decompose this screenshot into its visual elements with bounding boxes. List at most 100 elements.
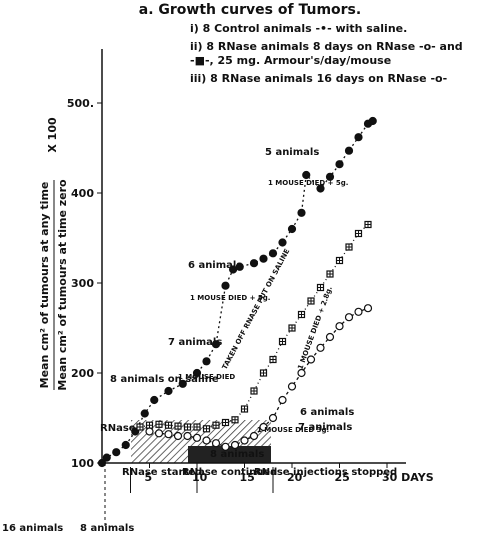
annotation: 1 MOUSE DIED + 2.8g. — [296, 285, 334, 370]
data-point — [316, 343, 325, 352]
data-point — [335, 160, 344, 169]
data-point — [368, 116, 377, 126]
annotation: 1 MOUSE DIED — [178, 373, 235, 381]
data-point — [150, 395, 159, 405]
data-point — [325, 332, 335, 342]
data-point — [221, 442, 230, 451]
data-point — [211, 439, 221, 448]
data-point — [212, 421, 220, 429]
annotation: 7 animals — [168, 337, 222, 348]
data-point — [183, 431, 192, 441]
data-point — [174, 422, 182, 430]
data-point — [202, 357, 211, 366]
data-point — [221, 418, 230, 427]
legend-entry: i) 8 Control animals -•- with saline. — [190, 22, 408, 35]
chart-title: a. Growth curves of Tumors. — [139, 2, 361, 18]
marker-cross — [203, 425, 210, 432]
data-point — [202, 425, 211, 433]
data-point — [112, 448, 121, 457]
data-point — [140, 409, 149, 418]
annotation: RNase injections stopped — [254, 467, 397, 478]
data-point — [364, 220, 372, 229]
marker-cross — [355, 230, 362, 237]
x-tick-label: 30 DAYS — [382, 471, 434, 484]
marker-cross — [241, 406, 248, 412]
marker-cross — [165, 422, 172, 429]
annotation: RNase continued — [182, 467, 277, 478]
y-tick-label: 200 — [71, 367, 94, 380]
annotation: 1 MOUSE DIED 3g. — [257, 426, 329, 434]
annotation: 8 animals on saline — [110, 374, 219, 385]
x-tick-label: 20 — [287, 471, 303, 484]
data-point — [306, 355, 316, 364]
y-tick-label: 100 — [71, 457, 94, 470]
data-point — [316, 184, 325, 193]
data-point — [287, 382, 297, 391]
annotation: 6 animals — [188, 260, 242, 271]
y-tick-label: 400 — [71, 187, 94, 200]
annotation: 8 animals — [210, 449, 264, 460]
data-point — [354, 133, 363, 142]
marker-cross — [213, 422, 219, 429]
marker-cross — [222, 419, 229, 426]
annotation: 8 animals — [80, 523, 134, 534]
marker-cross — [298, 311, 305, 318]
data-point — [335, 322, 344, 331]
data-point — [297, 368, 306, 378]
data-point — [278, 238, 287, 247]
data-point — [164, 386, 173, 396]
data-point — [240, 405, 249, 413]
data-point — [164, 430, 173, 439]
data-point — [354, 307, 363, 316]
data-point — [240, 436, 249, 445]
y-label-line: X 100 — [46, 117, 59, 153]
annotation: 5 animals — [265, 147, 319, 158]
marker-cross — [289, 325, 295, 331]
data-point — [259, 254, 268, 263]
marker-cross — [156, 421, 162, 428]
data-point — [278, 337, 287, 346]
data-point — [102, 453, 111, 462]
data-point — [269, 355, 277, 364]
marker-cross — [251, 388, 257, 394]
annotation: 16 animals — [2, 523, 63, 534]
marker-cross — [184, 424, 191, 430]
x-tick-label: 25 — [335, 471, 350, 484]
data-point — [164, 421, 173, 429]
data-point — [249, 431, 259, 441]
marker-cross — [146, 422, 153, 429]
data-point — [344, 146, 354, 155]
data-point — [268, 249, 278, 258]
marker-cross — [327, 271, 333, 277]
data-point — [297, 310, 306, 319]
rnase-continued-period — [188, 446, 271, 463]
data-point — [297, 208, 306, 217]
y-label-line: Mean cm² of tumours at any time — [38, 182, 51, 389]
data-point — [202, 436, 211, 445]
marker-cross — [232, 416, 238, 423]
data-point — [278, 395, 287, 405]
data-point — [288, 324, 296, 332]
x-tick-label: 10 — [192, 471, 208, 484]
marker-cross — [308, 298, 314, 304]
data-point — [235, 262, 244, 271]
data-point — [354, 229, 363, 238]
data-point — [173, 431, 183, 441]
data-point — [211, 340, 221, 349]
data-point — [155, 420, 163, 428]
legend-entry: iii) 8 RNase animals 16 days on RNase -o… — [190, 72, 448, 85]
data-point — [192, 368, 202, 378]
data-point — [326, 270, 334, 278]
data-point — [193, 423, 201, 431]
annotation: RNase started — [122, 467, 202, 478]
data-point — [363, 304, 373, 313]
legend: i) 8 Control animals -•- with saline. ii)… — [190, 22, 490, 90]
data-point — [145, 427, 154, 436]
data-point — [316, 283, 325, 292]
series-line — [101, 120, 374, 464]
data-point — [145, 421, 154, 429]
legend-entry: ii) 8 RNase animals 8 days on RNase -o- … — [190, 40, 463, 67]
annotation: 7 animals — [298, 422, 352, 433]
